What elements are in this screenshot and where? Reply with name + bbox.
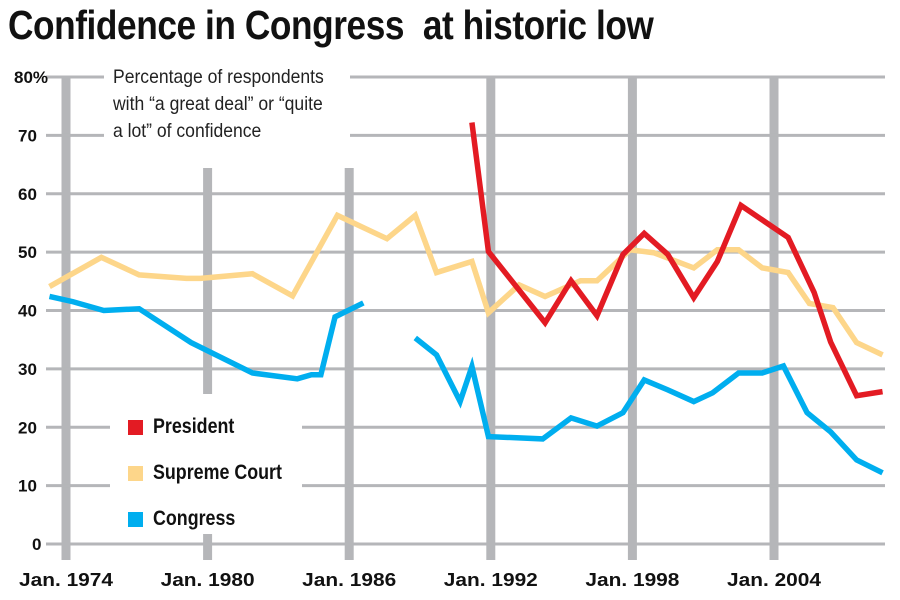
y-tick-label: 0 — [32, 535, 41, 554]
x-tick-label: Jan. 1998 — [585, 570, 679, 590]
legend-item-congress: Congress — [128, 496, 305, 542]
y-tick-label: 10 — [18, 477, 37, 496]
legend-label-congress: Congress — [153, 507, 236, 530]
x-tick-label: Jan. 2004 — [727, 570, 821, 590]
series-line-supreme-court — [48, 210, 884, 358]
legend: President Supreme Court Congress — [128, 404, 305, 542]
y-tick-label: 60 — [18, 185, 37, 204]
legend-swatch-president — [128, 419, 143, 435]
x-tick-label: Jan. 1974 — [19, 570, 113, 590]
y-tick-label: 40 — [18, 302, 37, 321]
chart-annotation: Percentage of respondents with “a great … — [113, 66, 324, 142]
legend-swatch-congress — [128, 511, 143, 527]
y-tick-label: 80% — [14, 68, 48, 87]
y-tick-label: 20 — [18, 418, 37, 437]
annotation-background — [104, 60, 350, 162]
series-line-congress — [413, 335, 884, 476]
legend-item-supreme-court: Supreme Court — [128, 450, 305, 496]
series-line-president — [469, 122, 883, 399]
x-tick-label: Jan. 1986 — [302, 570, 396, 590]
legend-background — [110, 394, 302, 534]
x-tick-label: Jan. 1980 — [161, 570, 255, 590]
legend-item-president: President — [128, 404, 305, 450]
y-tick-label: 70 — [18, 126, 37, 145]
legend-label-president: President — [153, 415, 235, 438]
x-tick-label: Jan. 1992 — [444, 570, 538, 590]
y-tick-label: 30 — [18, 360, 37, 379]
y-tick-label: 50 — [18, 243, 37, 262]
legend-swatch-supreme-court — [128, 465, 143, 481]
legend-label-supreme-court: Supreme Court — [153, 461, 282, 484]
chart-title: Confidence in Congress at historic low — [8, 2, 654, 48]
